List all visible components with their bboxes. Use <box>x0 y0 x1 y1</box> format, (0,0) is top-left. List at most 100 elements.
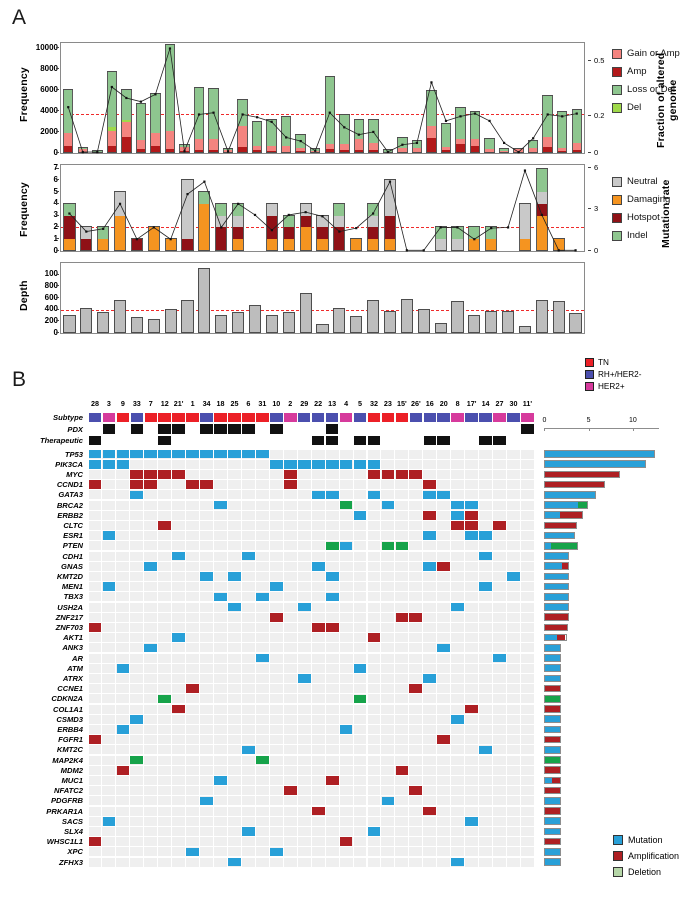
grid-cell <box>200 816 214 826</box>
bar <box>265 314 278 333</box>
grid-cell <box>200 724 214 735</box>
grid-cell <box>311 469 325 480</box>
legend-item-mut-0: Neutral <box>612 176 670 187</box>
grid-cell <box>520 531 534 541</box>
y-tick-label: 1 <box>34 234 58 243</box>
grid-cell <box>116 561 130 571</box>
grid-cell <box>283 643 297 653</box>
gene-label-MAP2K4: MAP2K4 <box>52 755 83 765</box>
grid-cell <box>255 602 269 612</box>
axis-tick-label: 0 <box>542 416 547 424</box>
bar <box>367 300 380 333</box>
bar-segment <box>164 239 177 251</box>
grid-cell <box>353 775 367 786</box>
grid-cell <box>158 806 172 816</box>
bar <box>63 43 74 153</box>
grid-cell <box>339 775 353 786</box>
gene-label-MYC: MYC <box>66 470 83 479</box>
grid-cell <box>255 724 269 735</box>
grid-cell <box>311 602 325 612</box>
grid-cell <box>158 561 172 571</box>
anno-cell <box>395 412 409 423</box>
grid-cell <box>423 602 437 612</box>
grid-cell <box>102 796 116 806</box>
grid-cell <box>241 633 255 643</box>
grid-cell <box>283 816 297 826</box>
grid-cell <box>269 694 283 704</box>
bar <box>198 267 211 333</box>
grid-cell <box>214 826 227 837</box>
grid-cell <box>269 704 283 714</box>
bar-base-edge <box>353 152 365 153</box>
alteration-mutation <box>144 643 158 653</box>
bar <box>527 43 539 153</box>
grid-cell <box>311 500 325 510</box>
y-tick-mark <box>56 226 59 228</box>
grid-cell <box>130 684 144 694</box>
grid-cell <box>241 561 255 571</box>
grid-cell <box>88 745 102 755</box>
grid-cell <box>423 775 437 786</box>
grid-cell <box>451 786 465 796</box>
grid-cell <box>297 520 311 531</box>
grid-cell <box>88 816 102 826</box>
bar-top-edge <box>368 118 379 120</box>
grid-cell <box>507 592 520 602</box>
gene-label-PIK3CA: PIK3CA <box>55 459 83 469</box>
grid-cell <box>214 571 227 582</box>
grid-cell <box>479 847 493 857</box>
grid-cell <box>451 551 465 561</box>
grid-cell <box>255 745 269 755</box>
grid-cell <box>451 837 465 847</box>
grid-cell <box>144 786 158 796</box>
bar-base-edge <box>181 250 194 251</box>
grid-cell <box>493 541 506 551</box>
anno-cell <box>479 412 492 423</box>
grid-cell <box>88 857 102 867</box>
alteration-mutation <box>381 500 395 510</box>
grid-cell <box>311 480 325 490</box>
grid-cell <box>102 602 116 612</box>
alteration-amplification <box>269 613 283 622</box>
grid-cell <box>325 735 339 745</box>
grid-cell <box>493 500 506 510</box>
panel-a-letter: A <box>12 6 27 29</box>
bar-segment <box>135 103 147 141</box>
grid-cell <box>88 643 102 653</box>
grid-cell <box>130 663 144 673</box>
alteration-amplification <box>158 470 172 479</box>
bar-segment <box>237 147 248 153</box>
grid-cell <box>465 449 479 459</box>
grid-cell <box>507 694 520 704</box>
grid-cell <box>353 765 367 775</box>
grid-cell <box>297 490 311 500</box>
grid-cell <box>507 826 520 837</box>
grid-cell <box>172 796 186 806</box>
bar-top-edge <box>542 94 553 96</box>
grid-cell <box>520 551 534 561</box>
grid-cell <box>395 510 409 520</box>
grid-cell <box>465 735 479 745</box>
anno-cell <box>381 412 395 423</box>
grid-cell <box>144 837 158 847</box>
grid-cell <box>423 755 437 765</box>
y-tick-mark <box>56 179 59 181</box>
grid-cell <box>409 592 423 602</box>
grid-cell <box>353 551 367 561</box>
grid-cell <box>437 633 451 643</box>
grid-cell <box>325 551 339 561</box>
grid-cell <box>172 602 186 612</box>
bar-base-edge <box>113 250 127 251</box>
anno-cell <box>158 435 171 446</box>
legend-label: Hotspot <box>627 212 660 223</box>
grid-cell <box>353 561 367 571</box>
grid-cell <box>479 592 493 602</box>
alteration-mutation <box>479 582 492 591</box>
grid-cell <box>367 582 381 592</box>
grid-cell <box>493 571 506 582</box>
anno-cell <box>242 424 255 434</box>
alteration-mutation <box>465 500 478 510</box>
grid-cell <box>172 582 186 592</box>
grid-cell <box>395 449 409 459</box>
grid-cell <box>437 612 451 622</box>
